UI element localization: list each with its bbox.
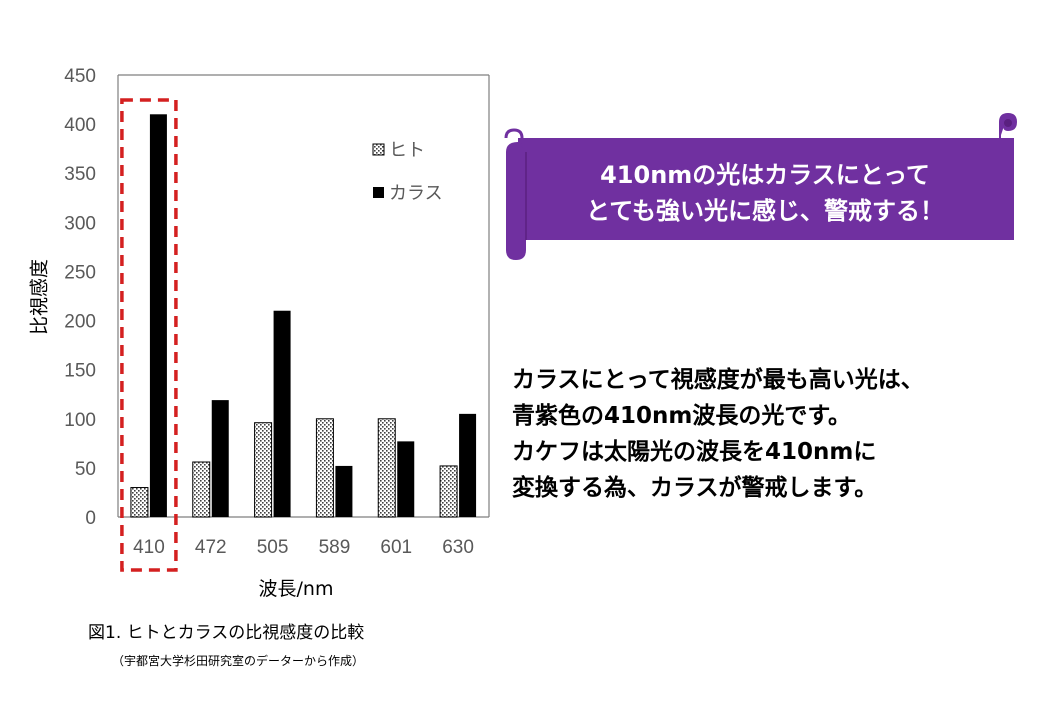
x-tick-label: 630 — [442, 537, 474, 558]
banner-line-2: とても強い光に感じ、警戒する！ — [585, 197, 945, 225]
bar-crow — [149, 114, 167, 518]
y-tick-label: 400 — [64, 115, 96, 136]
y-tick-label: 300 — [64, 213, 96, 234]
body-line-4: 変換する為、カラスが警戒します。 — [512, 475, 878, 501]
bar-crow — [335, 465, 353, 517]
figure-caption: 図1. ヒトとカラスの比視感度の比較 — [88, 623, 365, 643]
data-source-note: （宇都宮大学杉田研究室のデーターから作成） — [112, 654, 365, 668]
y-tick-label: 50 — [75, 459, 96, 480]
bar-crow — [459, 413, 477, 517]
y-tick-label: 250 — [64, 262, 96, 283]
y-tick-label: 0 — [85, 508, 96, 529]
legend-swatch-crow — [373, 187, 384, 198]
chart-axes — [117, 74, 490, 518]
body-line-2: 青紫色の410nm波長の光です。 — [512, 403, 852, 429]
x-tick-label: 505 — [257, 537, 289, 558]
legend: ヒト カラス — [372, 140, 443, 204]
x-tick-label: 410 — [133, 537, 165, 558]
bar-crow — [273, 310, 291, 517]
y-tick-label: 350 — [64, 164, 96, 185]
bar-human — [130, 487, 149, 518]
bar-crow — [211, 400, 229, 517]
x-tick-label: 472 — [195, 537, 227, 558]
x-tick-label: 589 — [319, 537, 351, 558]
body-line-3: カケフは太陽光の波長を410nmに — [512, 439, 877, 465]
bar-chart: 0 50 100 150 200 250 300 350 400 450 410 472 505 589… — [29, 66, 490, 600]
legend-swatch-human — [372, 143, 385, 156]
legend-label-crow: カラス — [389, 183, 443, 204]
y-tick-label: 150 — [64, 361, 96, 382]
body-paragraph: カラスにとって視感度が最も高い光は、 青紫色の410nm波長の光です。 カケフは… — [512, 362, 1032, 506]
bar-crow — [397, 441, 415, 517]
bar-human — [192, 461, 211, 518]
y-tick-label: 450 — [64, 66, 96, 87]
bar-human — [254, 422, 273, 518]
banner-line-1: 410nmの光はカラスにとって — [600, 161, 930, 189]
bar-human — [377, 418, 396, 518]
banner-text: 410nmの光はカラスにとって とても強い光に感じ、警戒する！ — [528, 150, 1002, 236]
x-tick-label: 601 — [380, 537, 412, 558]
bar-human — [315, 418, 334, 518]
y-axis-label: 比視感度 — [29, 259, 51, 335]
callout-banner: 410nmの光はカラスにとって とても強い光に感じ、警戒する！ — [500, 112, 1020, 262]
legend-label-human: ヒト — [389, 140, 425, 161]
y-tick-label: 100 — [64, 410, 96, 431]
scroll-banner-shape — [504, 112, 1018, 260]
body-line-1: カラスにとって視感度が最も高い光は、 — [512, 367, 924, 393]
x-axis-label: 波長/nm — [259, 578, 334, 600]
highlight-box — [120, 98, 178, 572]
y-tick-label: 200 — [64, 312, 96, 333]
bar-human — [439, 465, 458, 518]
